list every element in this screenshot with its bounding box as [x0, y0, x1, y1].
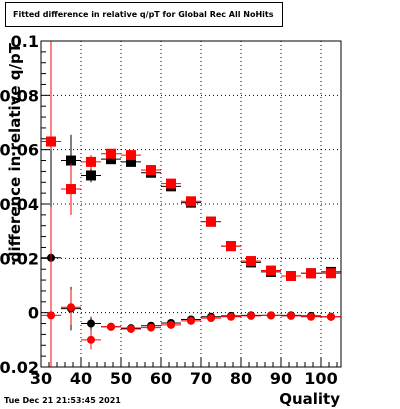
data-point-circle: [187, 316, 195, 325]
chart-title: Fitted difference in relative q/pT for G…: [13, 10, 274, 19]
data-point-square: [166, 178, 176, 189]
data-point-square: [126, 156, 136, 167]
data-point-circle: [327, 312, 335, 321]
data-point-circle: [147, 323, 155, 332]
data-point-circle: [67, 303, 75, 312]
data-point-circle: [207, 314, 215, 323]
data-point-square: [286, 270, 296, 281]
x-tick-label: 40: [70, 369, 92, 388]
y-tick-label: -0.02: [0, 358, 39, 377]
x-tick-label: 50: [110, 369, 132, 388]
data-point-square: [86, 156, 96, 167]
data-point-circle: [107, 322, 115, 331]
data-point-circle: [287, 311, 295, 320]
data-point-circle: [247, 311, 255, 320]
data-point-square: [226, 241, 236, 252]
data-point-square: [86, 170, 96, 181]
data-point-square: [106, 148, 116, 159]
data-point-square: [66, 155, 76, 166]
data-point-circle: [47, 311, 55, 320]
x-tick-label: 90: [270, 369, 292, 388]
data-point-circle: [87, 335, 95, 344]
data-point-square: [306, 268, 316, 279]
data-point-square: [66, 184, 76, 195]
data-point-square: [186, 196, 196, 207]
data-point-circle: [167, 320, 175, 329]
y-tick-label: 0.08: [0, 86, 39, 105]
data-point-square: [126, 150, 136, 161]
y-axis-title: difference in relative q/pT: [6, 42, 24, 262]
data-point-square: [106, 154, 116, 165]
data-point-square: [146, 165, 156, 176]
data-point-circle: [227, 312, 235, 321]
data-point-circle: [87, 319, 95, 328]
x-tick-label: 30: [30, 369, 52, 388]
data-point-square: [206, 216, 216, 227]
data-point-square: [46, 136, 56, 147]
timestamp: Tue Dec 21 21:53:45 2021: [4, 396, 121, 405]
x-tick-label: 80: [230, 369, 252, 388]
y-tick-label: 0: [28, 304, 39, 323]
y-tick-label: 0.04: [0, 195, 39, 214]
data-point-circle: [267, 311, 275, 320]
x-tick-label: 100: [304, 369, 337, 388]
x-tick-label: 60: [150, 369, 172, 388]
x-tick-label: 70: [190, 369, 212, 388]
data-point-square: [326, 268, 336, 279]
data-point-circle: [307, 312, 315, 321]
y-tick-label: 0.06: [0, 141, 39, 160]
data-point-circle: [127, 324, 135, 333]
x-axis-title: Quality: [279, 390, 340, 408]
data-point-square: [266, 265, 276, 276]
y-tick-label: 0.02: [0, 249, 39, 268]
data-point-square: [246, 256, 256, 267]
y-tick-label: 0.1: [11, 32, 39, 51]
title-box: Fitted difference in relative q/pT for G…: [5, 2, 283, 27]
